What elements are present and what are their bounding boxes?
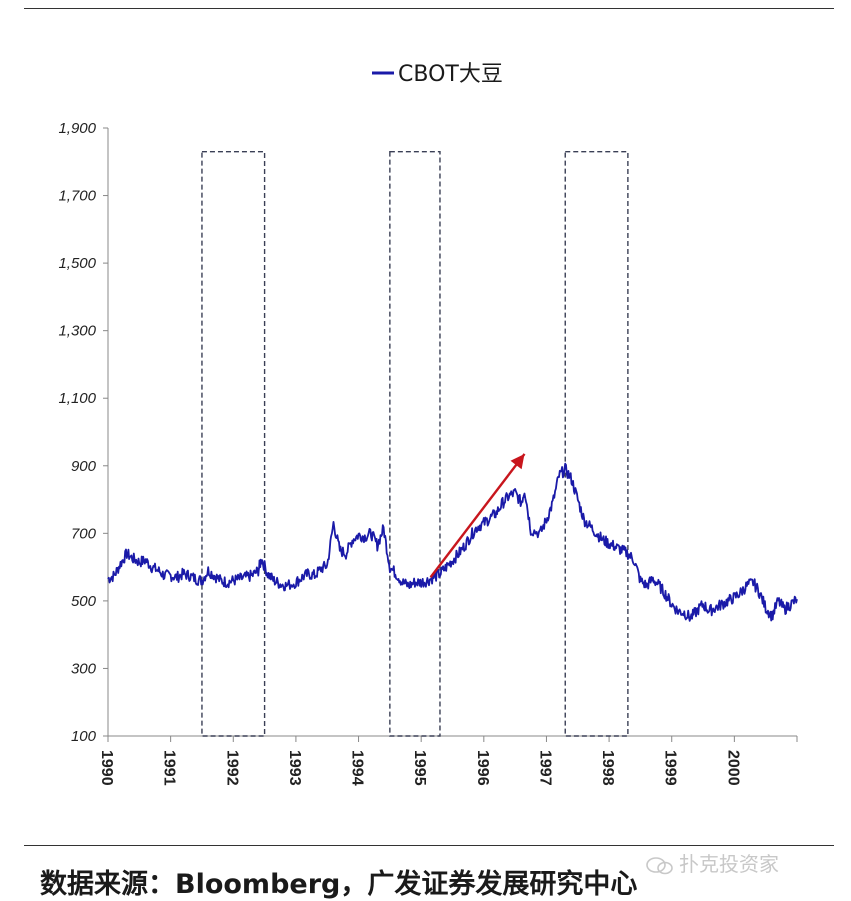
x-tick-label: 1994 <box>349 750 366 786</box>
x-tick-label: 1992 <box>223 750 240 786</box>
x-tick-label: 1993 <box>286 750 303 786</box>
x-tick-label: 1996 <box>474 750 491 786</box>
trend-arrow-head <box>510 454 525 470</box>
y-tick-label: 1,700 <box>58 188 96 205</box>
x-tick-label: 1991 <box>161 750 178 786</box>
y-tick-label: 300 <box>71 660 97 677</box>
watermark: 扑克投资家 <box>645 848 779 877</box>
x-tick-label: 1997 <box>536 750 553 786</box>
highlight-box <box>201 150 266 737</box>
highlight-box <box>564 150 629 737</box>
soybean-price-chart: 1,900 1,700 1,500 1,300 1,100 900 700 500 300 100… <box>58 62 798 786</box>
x-tick-label: 1995 <box>411 750 428 786</box>
y-tick-label: 1,300 <box>58 323 96 340</box>
data-source-note: 数据来源：Bloomberg，广发证券发展研究中心 <box>40 869 638 900</box>
y-tick-label: 1,500 <box>58 255 96 272</box>
y-tick-label: 100 <box>71 728 97 745</box>
series-line-cbot-soybean <box>107 462 798 622</box>
watermark-text: 扑克投资家 <box>679 852 779 876</box>
bottom-rule <box>24 845 834 846</box>
highlight-box <box>389 150 441 737</box>
trend-arrow-line <box>429 453 526 578</box>
y-tick-label: 700 <box>71 525 97 542</box>
top-rule <box>24 8 834 9</box>
y-tick-label: 500 <box>71 593 97 610</box>
x-tick-label: 1998 <box>599 750 616 786</box>
x-tick-label: 2000 <box>724 750 741 786</box>
x-tick-label: 1999 <box>662 750 679 786</box>
y-tick-label: 1,900 <box>58 120 96 137</box>
y-tick-label: 900 <box>71 458 97 475</box>
legend-label: CBOT大豆 <box>398 62 503 87</box>
y-tick-label: 1,100 <box>58 390 96 407</box>
x-tick-label: 1990 <box>98 750 115 786</box>
wechat-icon <box>646 856 673 874</box>
